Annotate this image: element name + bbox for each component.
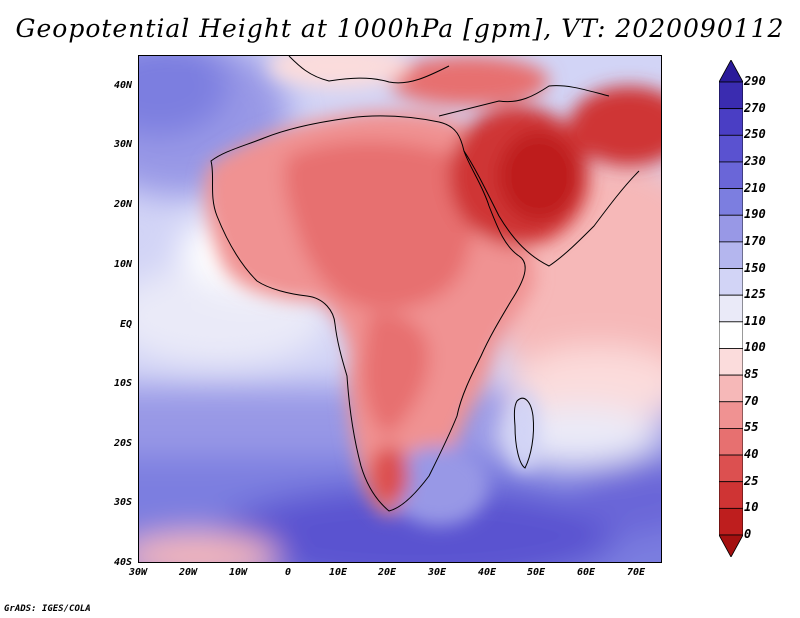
colorbar-label: 0 — [744, 527, 752, 541]
coastlines — [210, 56, 640, 512]
lat-label-eq: EQ — [119, 319, 132, 330]
colorbar-label: 55 — [744, 420, 759, 435]
colorbar-label: 25 — [744, 473, 759, 488]
colorbar-segment — [719, 214, 743, 243]
colorbar-label: 150 — [744, 260, 766, 275]
lat-label-20s: 20S — [113, 438, 132, 449]
colorbar-label: 110 — [744, 313, 766, 328]
lat-label-10s: 10S — [113, 378, 132, 389]
grads-credit: GrADS: IGES/COLA — [4, 604, 91, 614]
colorbar-segment — [719, 108, 743, 136]
lat-label-30s: 30S — [113, 497, 132, 508]
lat-label-40s: 40S — [113, 557, 132, 568]
colorbar-min-triangle — [719, 534, 743, 557]
colorbar-label: 290 — [744, 74, 766, 88]
lon-label-10w: 10W — [228, 567, 248, 578]
geopotential-field — [139, 56, 661, 562]
colorbar-max-triangle — [719, 60, 743, 83]
colorbar-label: 100 — [744, 340, 766, 355]
colorbar-segment — [719, 348, 743, 376]
colorbar-label: 70 — [744, 393, 759, 408]
colorbar-segment — [719, 241, 743, 269]
lon-label-60e: 60E — [576, 567, 596, 578]
colorbar-segment — [719, 321, 743, 349]
colorbar-label: 125 — [744, 287, 766, 302]
colorbar-label: 190 — [744, 207, 766, 222]
lat-label-30n: 30N — [113, 139, 132, 150]
lon-label-40e: 40E — [477, 567, 497, 578]
lat-label-20n: 20N — [113, 199, 132, 210]
lon-label-30e: 30E — [427, 567, 447, 578]
colorbar-label: 10 — [744, 500, 759, 515]
colorbar-label: 170 — [744, 233, 766, 248]
lon-label-50e: 50E — [526, 567, 546, 578]
colorbar-segment — [719, 507, 743, 536]
colorbar-label: 250 — [744, 127, 766, 142]
lon-label-10e: 10E — [328, 567, 348, 578]
colorbar-label: 85 — [744, 367, 759, 382]
colorbar-segment — [719, 428, 743, 456]
lat-label-10n: 10N — [113, 259, 132, 270]
colorbar-segment — [719, 268, 743, 296]
colorbar-segment — [719, 188, 743, 216]
map-title: Geopotential Height at 1000hPa [gpm], VT… — [15, 14, 785, 43]
lon-label-30w: 30W — [128, 567, 148, 578]
lon-label-20w: 20W — [178, 567, 198, 578]
lon-label-0: 0 — [284, 567, 292, 578]
colorbar-segment — [719, 401, 743, 429]
colorbar-label: 210 — [744, 180, 766, 195]
colorbar-segment — [719, 81, 743, 110]
colorbar-segment — [719, 454, 743, 483]
colorbar-label: 230 — [744, 153, 766, 168]
lat-label-40n: 40N — [113, 80, 132, 91]
lon-label-70e: 70E — [626, 567, 646, 578]
colorbar-label: 270 — [744, 100, 766, 115]
colorbar-segment — [719, 481, 743, 509]
map-plot-area — [138, 55, 662, 563]
lon-label-20e: 20E — [377, 567, 397, 578]
colorbar-segment — [719, 374, 743, 403]
colorbar-segment — [719, 161, 743, 189]
colorbar — [719, 60, 743, 557]
colorbar-segment — [719, 294, 743, 323]
colorbar-label: 40 — [744, 447, 759, 462]
colorbar-segment — [719, 134, 743, 163]
